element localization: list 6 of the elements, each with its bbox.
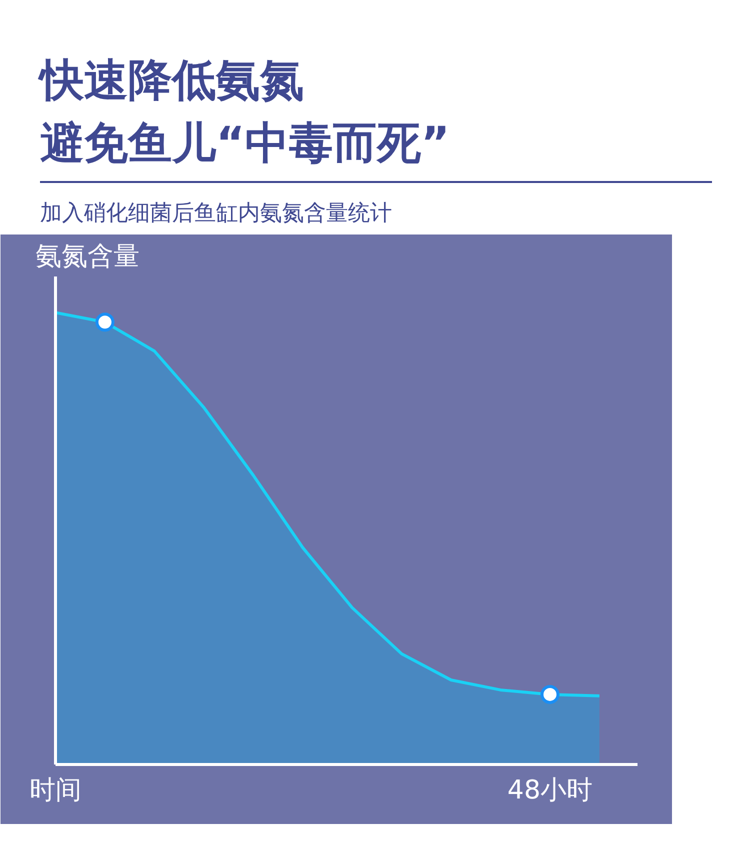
text: 加入硝化细菌后鱼缸内氨氮含量统计 — [40, 200, 392, 228]
y-axis-title: 氨氮含量 — [36, 242, 140, 272]
chart-title: 快速降低氨氮 — [40, 55, 304, 108]
x-tick-label: 48小时 — [507, 776, 593, 806]
chart-subtitle: 避免鱼儿“中毒而死” — [40, 118, 450, 171]
x-tick-label: 时间 — [30, 776, 82, 806]
